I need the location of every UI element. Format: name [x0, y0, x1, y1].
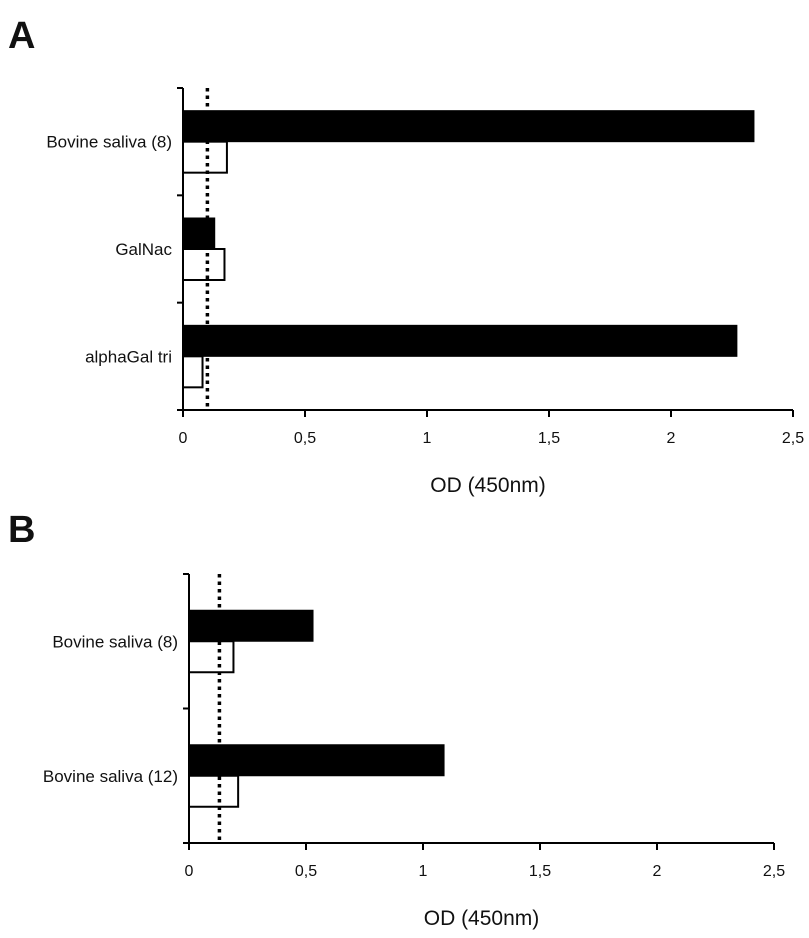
chart-panel-a: A 0 0,5 1 1,5 2 2,5 Bovine saliva (8) GalNac alph… [8, 15, 804, 497]
x-axis-title: OD (450nm) [430, 474, 546, 497]
bar-filled [188, 609, 314, 642]
bar-filled [182, 324, 738, 357]
category-label: Bovine saliva (12) [43, 767, 178, 786]
x-tick-label: 1 [423, 430, 432, 447]
category-label: GalNac [115, 240, 172, 259]
x-tick-label: 2 [653, 863, 662, 880]
bar-open [188, 640, 235, 674]
bar-open [188, 774, 240, 808]
x-tick-label: 1 [419, 863, 428, 880]
x-tick-label: 2,5 [763, 863, 785, 880]
bar-filled [188, 744, 445, 777]
x-tick-label: 2 [667, 430, 676, 447]
bar-open [182, 355, 204, 389]
panel-letter: A [8, 15, 35, 57]
bar-filled [182, 110, 755, 143]
panel-letter: B [8, 509, 35, 551]
bar-filled [182, 217, 216, 250]
x-tick-label: 0 [179, 430, 188, 447]
x-tick-label: 2,5 [782, 430, 804, 447]
bar-open [182, 140, 228, 174]
category-label: Bovine saliva (8) [52, 632, 178, 651]
x-axis-title: OD (450nm) [424, 907, 540, 930]
x-tick-label: 1,5 [538, 430, 560, 447]
x-tick-label: 0 [185, 863, 194, 880]
x-tick-label: 1,5 [529, 863, 551, 880]
bar-open [182, 248, 226, 281]
x-tick-label: 0,5 [295, 863, 317, 880]
chart-panel-b: B 0 0,5 1 1,5 2 2,5 Bovine saliva (8) Bovine sal… [8, 509, 785, 930]
category-label: Bovine saliva (8) [46, 133, 172, 152]
category-label: alphaGal tri [85, 347, 172, 366]
x-tick-label: 0,5 [294, 430, 316, 447]
